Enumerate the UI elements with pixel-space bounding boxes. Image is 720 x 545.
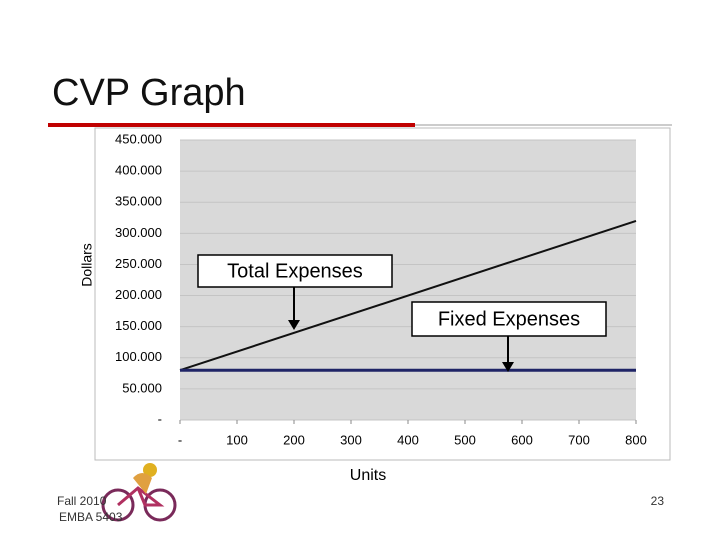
arrow-head [502, 362, 514, 372]
y-tick-label: 250.000 [115, 256, 162, 271]
annotation: Total Expenses [227, 260, 363, 282]
x-tick-label: 800 [625, 432, 647, 447]
y-tick-label: 450.000 [115, 131, 162, 146]
y-tick-label: 300.000 [115, 225, 162, 240]
y-tick-label: 50.000 [122, 380, 162, 395]
x-tick-label: 600 [511, 432, 533, 447]
x-tick-label: 400 [397, 432, 419, 447]
x-tick-label: 200 [283, 432, 305, 447]
bicycle-clipart [101, 463, 177, 522]
x-tick-label: 500 [454, 432, 476, 447]
arrow-head [288, 320, 300, 330]
slide-title: CVP Graph [52, 72, 246, 114]
series-line [179, 219, 637, 372]
annotation: Fixed Expenses [438, 308, 580, 330]
chart: - 50.000 100.000 150.000 200.000 250.000 300.0… [115, 131, 647, 447]
y-tick-label: 400.000 [115, 163, 162, 178]
annotation-box [411, 301, 607, 337]
footer-text: Fall 2010 [57, 494, 107, 508]
x-tick-label: 100 [226, 432, 248, 447]
annotation-box [197, 254, 393, 288]
footer-text: EMBA 5403 [59, 510, 123, 524]
y-tick-label: - [158, 411, 162, 426]
y-tick-label: 200.000 [115, 287, 162, 302]
x-tick-label: - [178, 432, 182, 447]
x-axis-label: Units [350, 467, 386, 484]
x-tick-label: 700 [568, 432, 590, 447]
y-axis-label: Dollars [79, 243, 95, 287]
x-tick-label: 300 [340, 432, 362, 447]
page-number: 23 [651, 494, 665, 508]
y-tick-label: 100.000 [115, 349, 162, 364]
y-tick-label: 150.000 [115, 318, 162, 333]
y-tick-label: 350.000 [115, 194, 162, 209]
